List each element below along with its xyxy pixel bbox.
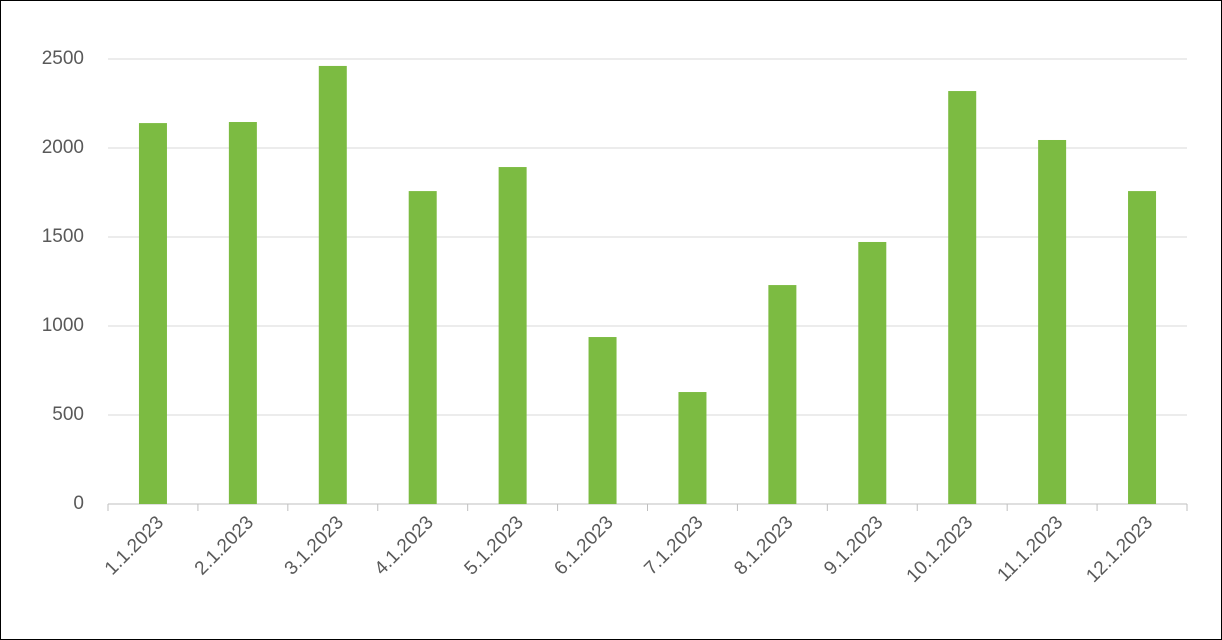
y-tick-label: 1500 [42,226,84,247]
y-tick-label: 2500 [42,48,84,69]
bar [948,91,977,504]
y-tick-label: 2000 [42,137,84,158]
bar [318,65,347,504]
bar [678,392,707,504]
y-tick-label: 500 [52,404,84,425]
bar [1038,139,1067,505]
bar [588,337,617,504]
y-tick-label: 0 [73,493,84,514]
bar [228,122,257,505]
y-tick-label: 1000 [42,315,84,336]
bar [1128,191,1157,505]
bar [498,167,527,504]
bar [408,191,437,505]
bar [858,241,887,504]
bar [138,123,167,504]
bar [768,285,797,504]
